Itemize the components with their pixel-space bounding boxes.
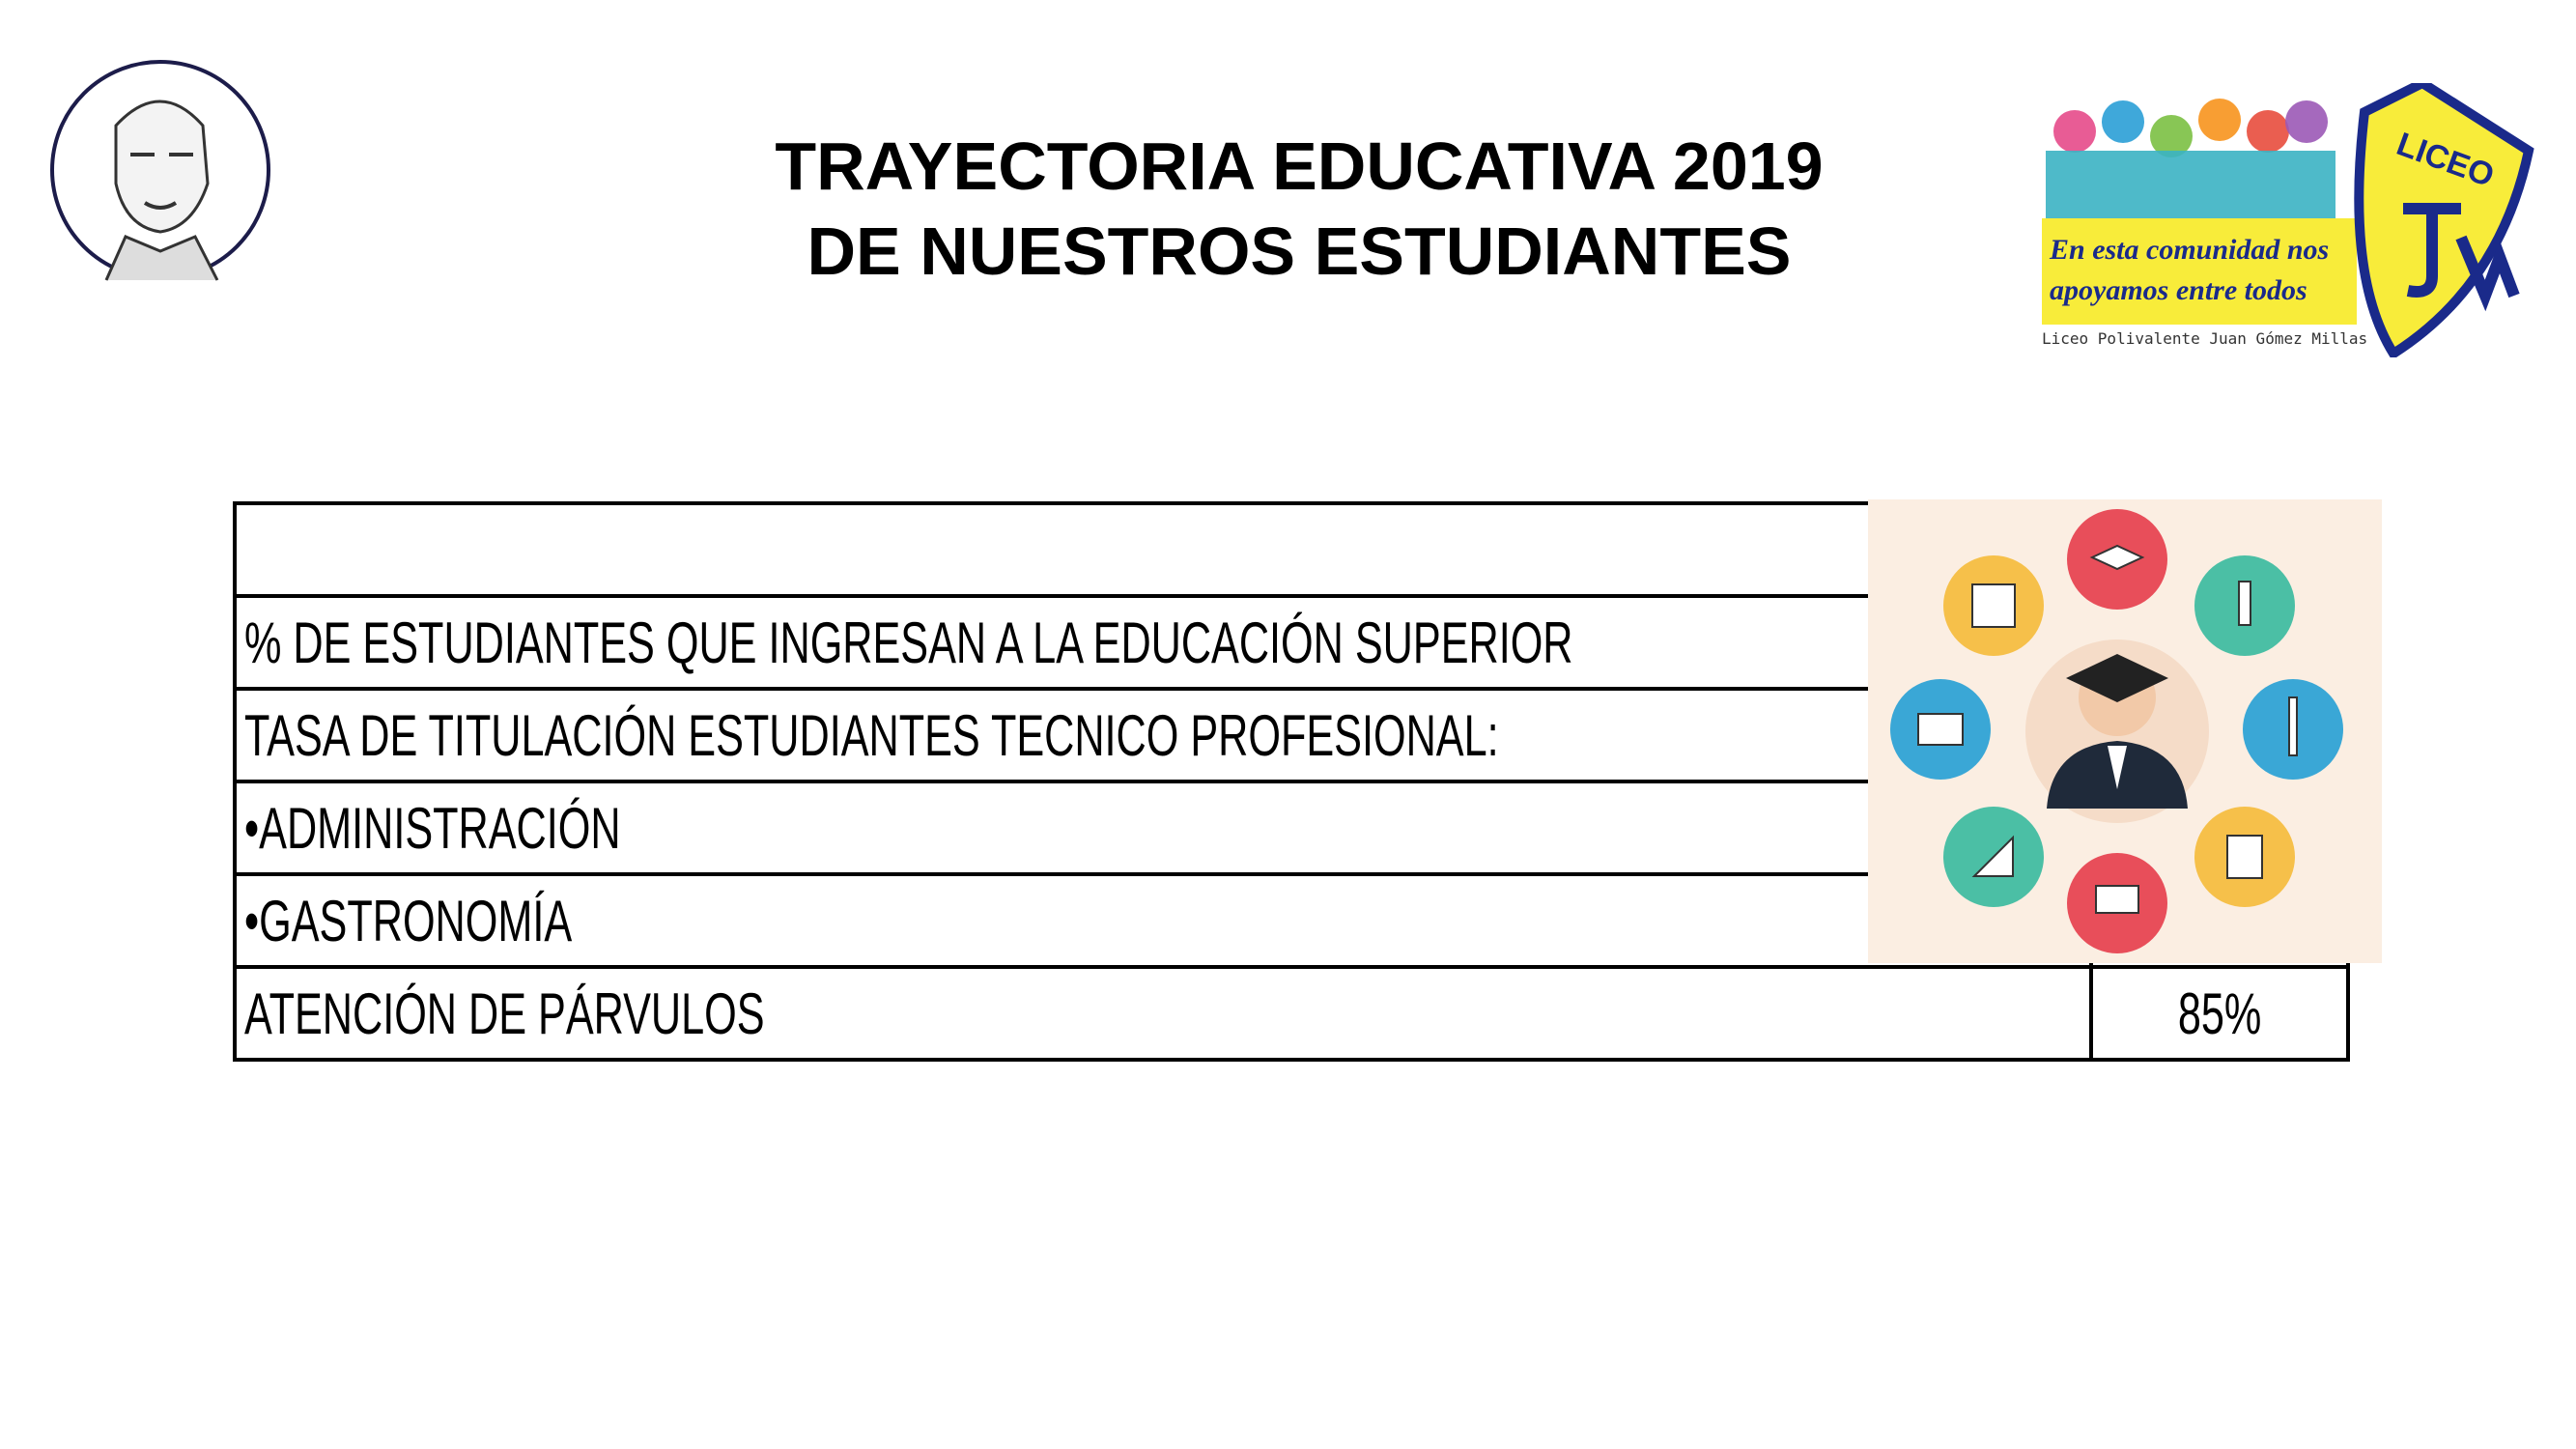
motto: apoyamos entre todos [2050,274,2307,306]
row-label: TASA DE TITULACIÓN ESTUDIANTES TECNICO P… [244,702,1499,768]
row-label: % DE ESTUDIANTES QUE INGRESAN A LA EDUCA… [244,610,1573,675]
row-label: •ADMINISTRACIÓN [244,795,621,861]
row-label: •GASTRONOMÍA [244,888,573,953]
education-illustration [1868,499,2382,963]
row-label: ATENCIÓN DE PÁRVULOS [244,980,765,1046]
portrait-logo [50,60,270,281]
table-row: ATENCIÓN DE PÁRVULOS 85% [232,965,2351,1062]
cell [232,501,2094,598]
cell: % DE ESTUDIANTES QUE INGRESAN A LA EDUCA… [232,594,2094,691]
cell: •ADMINISTRACIÓN [232,780,2094,876]
motto: En esta comunidad nos [2049,234,2329,266]
cell: ATENCIÓN DE PÁRVULOS [232,965,2094,1062]
title-line: DE NUESTROS ESTUDIANTES [807,213,1792,289]
title: TRAYECTORIA EDUCATIVA 2019 DE NUESTROS E… [0,124,2576,294]
cell: 85% [2089,965,2351,1062]
school-name: Liceo Polivalente Juan Gómez Millas [2042,329,2367,348]
cell: •GASTRONOMÍA [232,872,2094,969]
title-line: TRAYECTORIA EDUCATIVA 2019 [775,128,1824,204]
cell: TASA DE TITULACIÓN ESTUDIANTES TECNICO P… [232,687,2094,783]
table-row: TASA DE TITULACIÓN ESTUDIANTES TECNICO P… [232,687,2351,783]
row-value: 85% [2178,980,2262,1046]
school-logo: En esta comunidad nos apoyamos entre tod… [2042,83,2534,357]
table-row: •ADMINISTRACIÓN80% [232,780,2351,876]
